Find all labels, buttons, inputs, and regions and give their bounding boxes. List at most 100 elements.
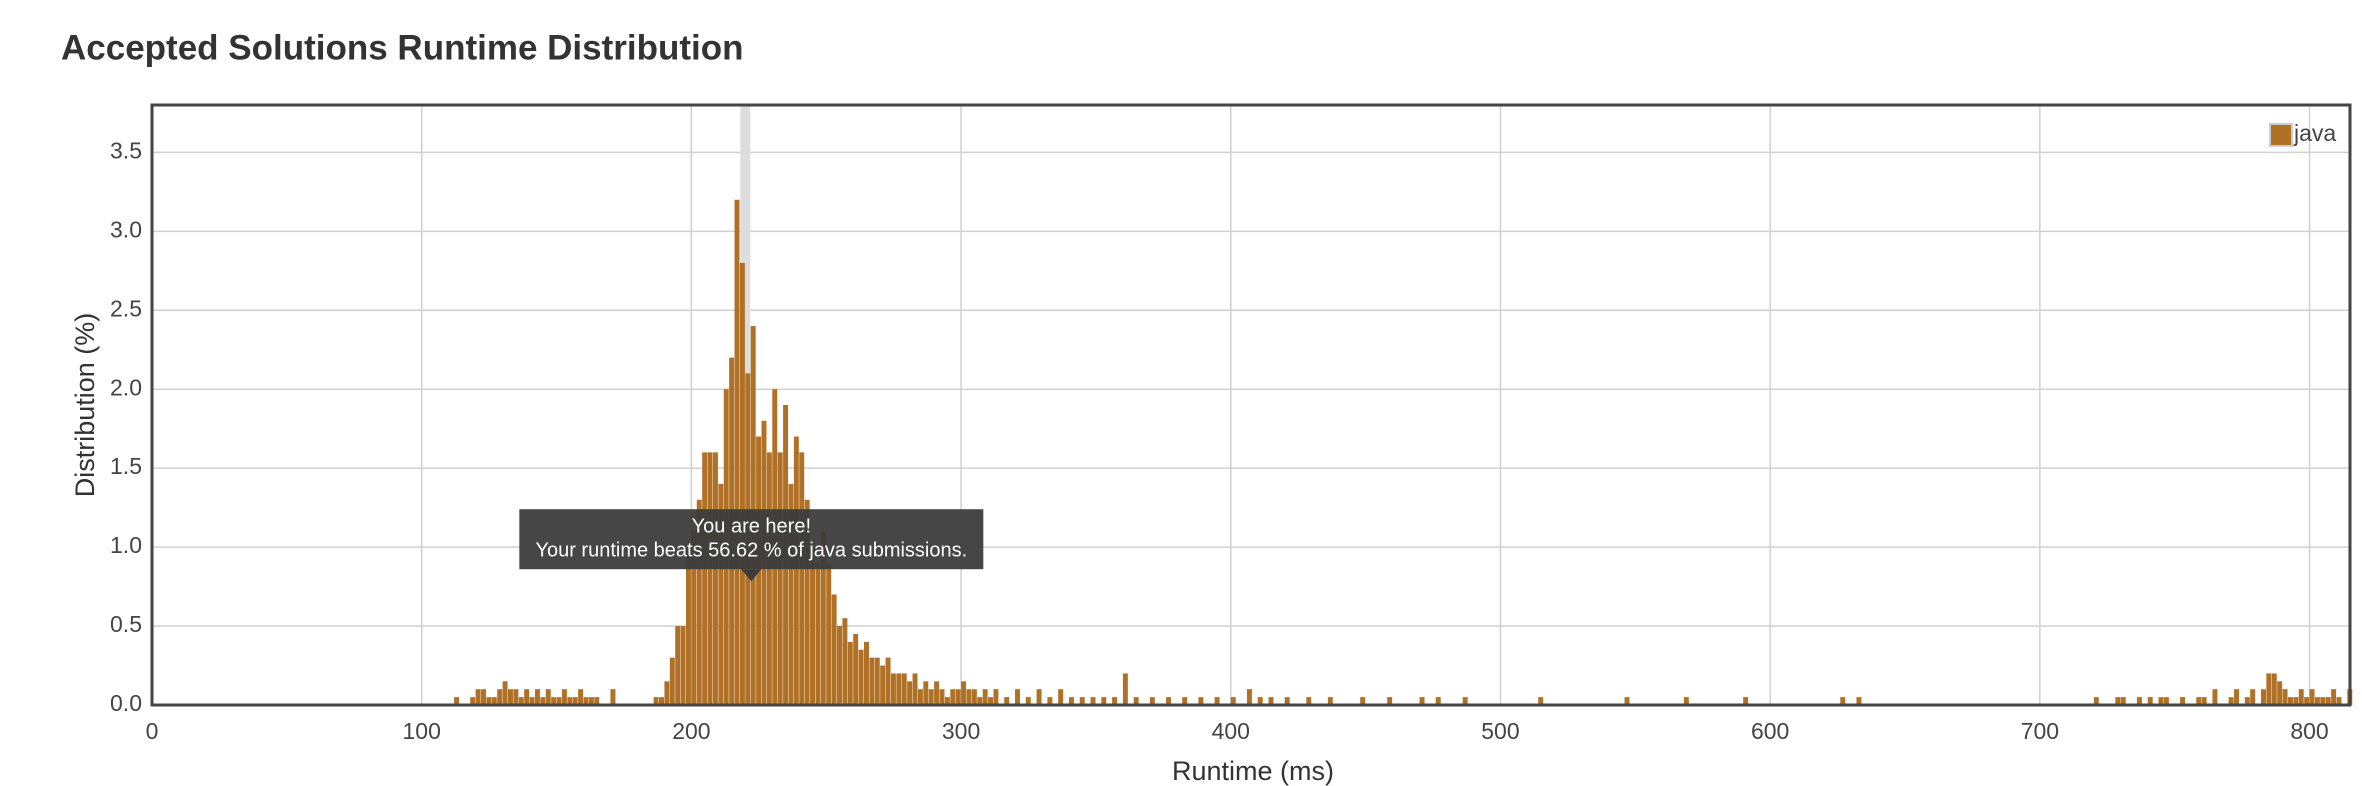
bar [675,626,681,705]
bar [1246,689,1252,705]
bar [2147,697,2153,705]
bar [707,452,713,705]
bar [588,697,594,705]
bar [842,618,848,705]
bar [1015,689,1020,705]
bar [1462,697,1468,705]
bar [1538,697,1544,705]
bar [858,649,864,705]
bar [561,689,567,705]
x-tick-label: 100 [403,718,441,744]
bar [2293,697,2299,705]
bar [934,681,940,705]
x-tick-label: 700 [2021,718,2059,744]
bar [529,697,535,705]
bar [664,681,670,705]
bar [653,697,659,705]
bar [534,689,540,705]
y-axis-label: Distribution (%) [70,313,100,498]
bar [1419,697,1425,705]
bar [2158,697,2164,705]
bar [2234,689,2239,705]
bar [578,689,584,705]
bar [669,657,675,705]
bar [815,562,821,705]
bar [837,626,842,705]
plot-frame [150,103,2352,707]
bar [551,697,557,705]
bar [869,657,875,705]
bar [739,262,745,705]
bar [1079,697,1085,705]
bar [2287,697,2293,705]
bar [939,689,945,705]
y-tick-label: 1.5 [110,453,142,479]
bar [2244,697,2250,705]
bar [1214,697,1220,705]
bar [2115,697,2121,705]
bar [799,452,805,705]
bar [2201,697,2207,705]
bar [1435,697,1441,705]
bar [2120,697,2126,705]
bar [1624,697,1630,705]
bar [2212,689,2218,705]
bar [2266,673,2272,705]
bar [470,697,476,705]
x-axis-label: Runtime (ms) [1172,756,1334,786]
bar [691,531,697,705]
legend-label: java [2293,120,2336,146]
tooltip-title: You are here! [692,515,811,537]
bar [1360,697,1366,705]
bar [2320,697,2326,705]
bar [1047,697,1053,705]
bar [545,689,551,705]
bar [1198,697,1204,705]
legend-swatch [2269,123,2293,147]
bar [685,547,691,705]
bar [955,689,961,705]
bar [2325,697,2331,705]
bar [1166,697,1172,705]
bar [853,633,859,705]
bar [486,697,492,705]
bar [1230,697,1236,705]
bar [1327,697,1333,705]
bar [2261,689,2266,705]
bar [696,499,702,705]
bar [993,689,999,705]
bar [788,483,794,705]
bar [2180,697,2186,705]
bar [513,689,519,705]
bar [1182,697,1188,705]
y-tick-label: 3.5 [110,137,142,163]
bar [610,689,616,705]
bar [1004,697,1010,705]
x-tick-label: 800 [2290,718,2328,744]
bar [2250,689,2256,705]
bar [896,673,902,705]
bar [1856,697,1862,705]
bar [481,689,486,705]
bar [524,689,530,705]
bar [1268,697,1274,705]
bar [583,697,589,705]
bar [907,681,913,705]
bar [2228,697,2234,705]
bar [977,697,983,705]
bar [556,697,562,705]
bar [820,531,826,705]
bar [1112,697,1118,705]
bar [1068,697,1074,705]
bar [734,199,740,705]
bar [2336,697,2342,705]
bar [1149,697,1155,705]
y-tick-label: 0.0 [110,690,142,716]
bar [518,697,524,705]
bar [1284,697,1290,705]
bar [912,673,918,705]
bar [928,689,934,705]
y-tick-label: 0.5 [110,611,142,637]
bar [831,594,837,705]
